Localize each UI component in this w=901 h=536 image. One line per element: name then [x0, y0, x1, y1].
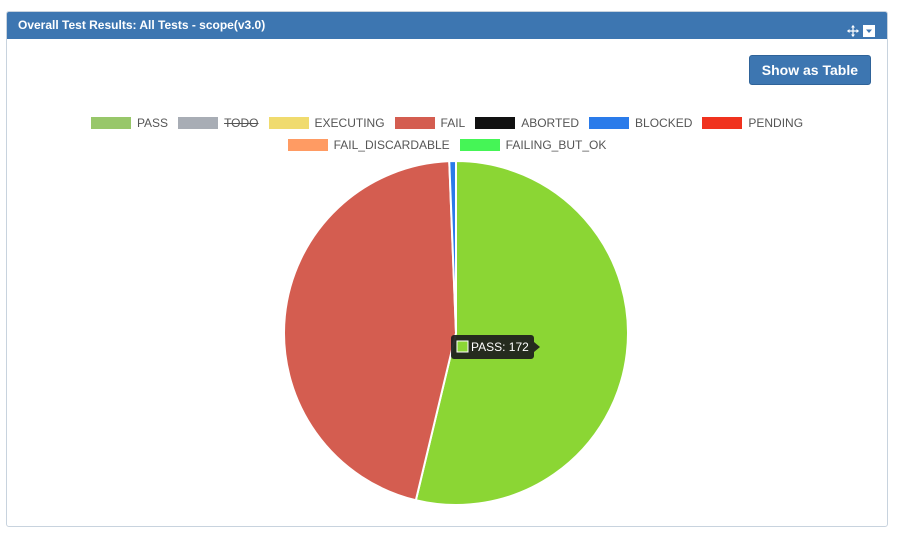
- pie-chart: PASS: 172: [283, 159, 629, 506]
- move-icon[interactable]: [847, 20, 859, 37]
- legend-swatch: [287, 139, 328, 151]
- legend-label: FAIL_DISCARDABLE: [333, 138, 450, 152]
- legend-swatch: [475, 117, 516, 129]
- legend-label: FAILING_BUT_OK: [505, 138, 607, 152]
- legend-label: FAIL: [440, 116, 466, 130]
- legend-row: FAIL_DISCARDABLE FAILING_BUT_OK: [7, 134, 887, 156]
- header-icons: [847, 12, 875, 39]
- legend-item-fail-discardable[interactable]: FAIL_DISCARDABLE: [287, 138, 450, 152]
- legend-label: TODO: [224, 116, 259, 130]
- panel-header: Overall Test Results: All Tests - scope(…: [7, 12, 887, 39]
- legend-item-pass[interactable]: PASS: [90, 116, 169, 130]
- legend-swatch: [178, 117, 219, 129]
- legend-item-blocked[interactable]: BLOCKED: [589, 116, 692, 130]
- legend-swatch: [394, 117, 435, 129]
- pie-slice-pass[interactable]: [414, 159, 629, 506]
- legend-item-failing-but-ok[interactable]: FAILING_BUT_OK: [459, 138, 607, 152]
- legend-swatch: [90, 117, 131, 129]
- show-as-table-button[interactable]: Show as Table: [748, 55, 871, 85]
- legend-swatch: [589, 117, 630, 129]
- chart-legend: PASS TODO EXECUTING FAIL ABORTED BLOCKED PENDI…: [7, 112, 887, 156]
- legend-item-fail[interactable]: FAIL: [394, 116, 466, 130]
- legend-swatch: [702, 117, 743, 129]
- tooltip-label: PASS: 172: [471, 340, 529, 354]
- legend-item-pending[interactable]: PENDING: [702, 116, 803, 130]
- legend-swatch: [268, 117, 309, 129]
- legend-label: EXECUTING: [314, 116, 385, 130]
- collapse-icon[interactable]: [863, 20, 875, 37]
- legend-swatch: [459, 139, 500, 151]
- legend-label: BLOCKED: [635, 116, 693, 130]
- legend-row: PASS TODO EXECUTING FAIL ABORTED BLOCKED PENDI…: [7, 112, 887, 134]
- panel-title: Overall Test Results: All Tests - scope(…: [18, 18, 266, 32]
- tooltip-swatch: [456, 340, 469, 353]
- legend-label: PENDING: [748, 116, 804, 130]
- legend-item-executing[interactable]: EXECUTING: [268, 116, 385, 130]
- legend-item-aborted[interactable]: ABORTED: [475, 116, 579, 130]
- pie-slice-fail[interactable]: [283, 160, 458, 502]
- legend-item-todo[interactable]: TODO: [178, 116, 259, 130]
- legend-label: PASS: [136, 116, 169, 130]
- legend-label: ABORTED: [521, 116, 580, 130]
- pie-slice-blocked[interactable]: [448, 159, 457, 334]
- overall-results-panel: Overall Test Results: All Tests - scope(…: [6, 11, 888, 527]
- chart-tooltip: PASS: 172: [451, 335, 540, 359]
